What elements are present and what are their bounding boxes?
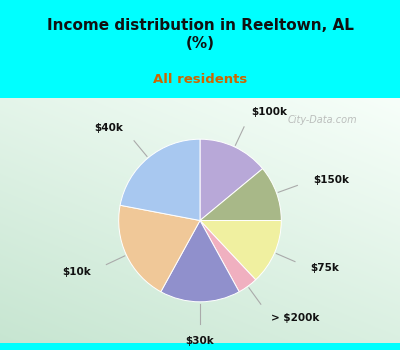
Wedge shape: [161, 220, 239, 302]
Text: City-Data.com: City-Data.com: [288, 115, 358, 125]
Text: > $200k: > $200k: [271, 313, 319, 323]
Text: $75k: $75k: [310, 263, 339, 273]
Text: $10k: $10k: [62, 267, 91, 276]
Text: $40k: $40k: [94, 123, 124, 133]
Text: All residents: All residents: [153, 73, 247, 86]
Wedge shape: [200, 139, 263, 220]
Text: Income distribution in Reeltown, AL
(%): Income distribution in Reeltown, AL (%): [46, 18, 354, 51]
Wedge shape: [119, 205, 200, 292]
Wedge shape: [120, 139, 200, 220]
Wedge shape: [200, 220, 281, 280]
Text: $150k: $150k: [313, 175, 349, 185]
Text: $100k: $100k: [251, 107, 287, 117]
Wedge shape: [200, 169, 281, 220]
Wedge shape: [200, 220, 256, 292]
Text: $30k: $30k: [186, 336, 214, 345]
